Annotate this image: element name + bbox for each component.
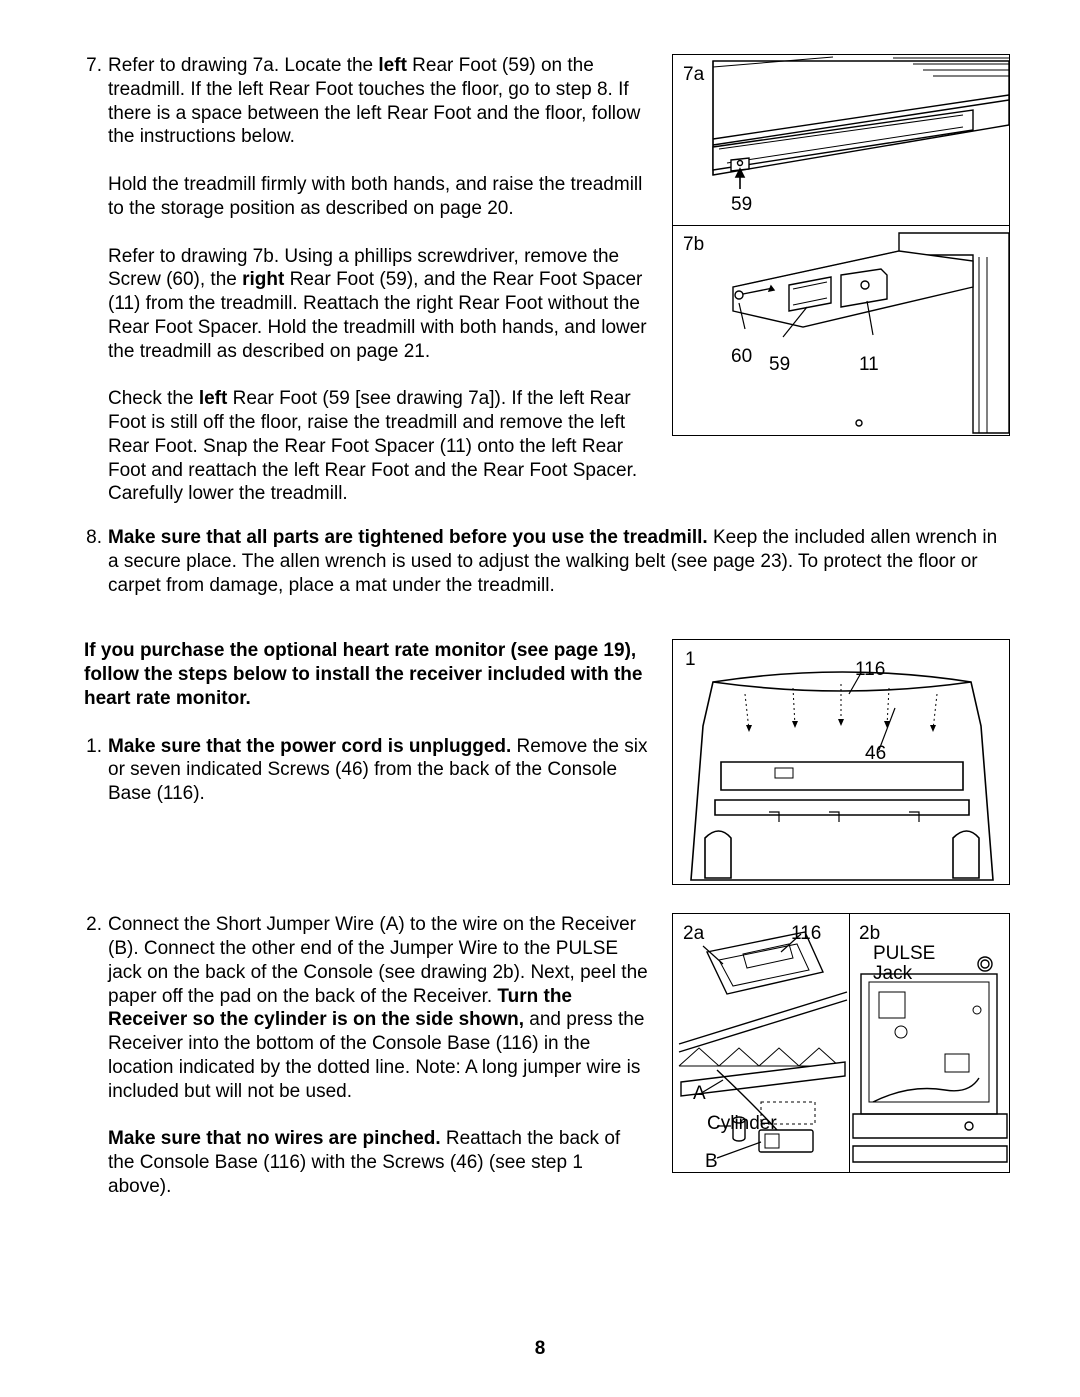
label-59a: 59 bbox=[731, 193, 752, 217]
t: left bbox=[199, 388, 228, 409]
hrm1-p1: Make sure that the power cord is unplugg… bbox=[108, 735, 650, 806]
step7-p4: Check the left Rear Foot (59 [see drawin… bbox=[108, 387, 650, 506]
t: Refer to drawing 7a. Locate the bbox=[108, 55, 378, 76]
step7-row: 7. Refer to drawing 7a. Locate the left … bbox=[84, 54, 1010, 506]
step7-p1: Refer to drawing 7a. Locate the left Rea… bbox=[108, 54, 650, 149]
t: Make sure that all parts are tightened b… bbox=[108, 527, 708, 548]
hrm-row-2: 2. Connect the Short Jumper Wire (A) to … bbox=[84, 913, 1010, 1198]
hrm2-number: 2. bbox=[84, 913, 108, 1198]
label-B: B bbox=[705, 1150, 718, 1174]
label-46: 46 bbox=[865, 742, 886, 766]
label-A: A bbox=[693, 1082, 706, 1106]
step8-p1: Make sure that all parts are tightened b… bbox=[108, 526, 1010, 597]
label-7b: 7b bbox=[683, 233, 704, 257]
page-number: 8 bbox=[0, 1337, 1080, 1361]
step7-number: 7. bbox=[84, 54, 108, 506]
manual-page: 7. Refer to drawing 7a. Locate the left … bbox=[0, 0, 1080, 1397]
hrm-row-1: If you purchase the optional heart rate … bbox=[84, 639, 1010, 885]
label-59b: 59 bbox=[769, 353, 790, 377]
hrm1-number: 1. bbox=[84, 735, 108, 806]
step8-number: 8. bbox=[84, 526, 108, 621]
label-60: 60 bbox=[731, 345, 752, 369]
step8-row: 8. Make sure that all parts are tightene… bbox=[84, 526, 1010, 621]
drawing-7a bbox=[673, 55, 1011, 225]
label-116a: 116 bbox=[855, 658, 885, 682]
t: Check the bbox=[108, 388, 199, 409]
label-pulse2: Jack bbox=[873, 962, 912, 986]
label-cyl: Cylinder bbox=[707, 1112, 777, 1136]
figure-7: 7a 59 bbox=[672, 54, 1010, 506]
figure-2: 2a 116 A Cylinder B bbox=[672, 913, 1010, 1198]
label-7a: 7a bbox=[683, 63, 704, 87]
t: Make sure that the power cord is unplugg… bbox=[108, 736, 511, 757]
drawing-7b bbox=[673, 227, 1011, 437]
t: left bbox=[378, 55, 407, 76]
label-11: 11 bbox=[859, 353, 879, 377]
t: right bbox=[242, 269, 284, 290]
hrm2-p1: Connect the Short Jumper Wire (A) to the… bbox=[108, 913, 650, 1103]
label-fig1: 1 bbox=[685, 648, 696, 672]
step7-text: 7. Refer to drawing 7a. Locate the left … bbox=[84, 54, 650, 506]
step7-p3: Refer to drawing 7b. Using a phillips sc… bbox=[108, 245, 650, 364]
drawing-1 bbox=[673, 640, 1011, 886]
label-116b: 116 bbox=[791, 922, 821, 946]
hrm2-p2: Make sure that no wires are pinched. Rea… bbox=[108, 1127, 650, 1198]
figure-1: 1 116 46 bbox=[672, 639, 1010, 885]
t: Make sure that no wires are pinched. bbox=[108, 1128, 441, 1149]
label-2a: 2a bbox=[683, 922, 704, 946]
step7-p2: Hold the treadmill firmly with both hand… bbox=[108, 173, 650, 221]
hrm-intro: If you purchase the optional heart rate … bbox=[84, 639, 650, 710]
